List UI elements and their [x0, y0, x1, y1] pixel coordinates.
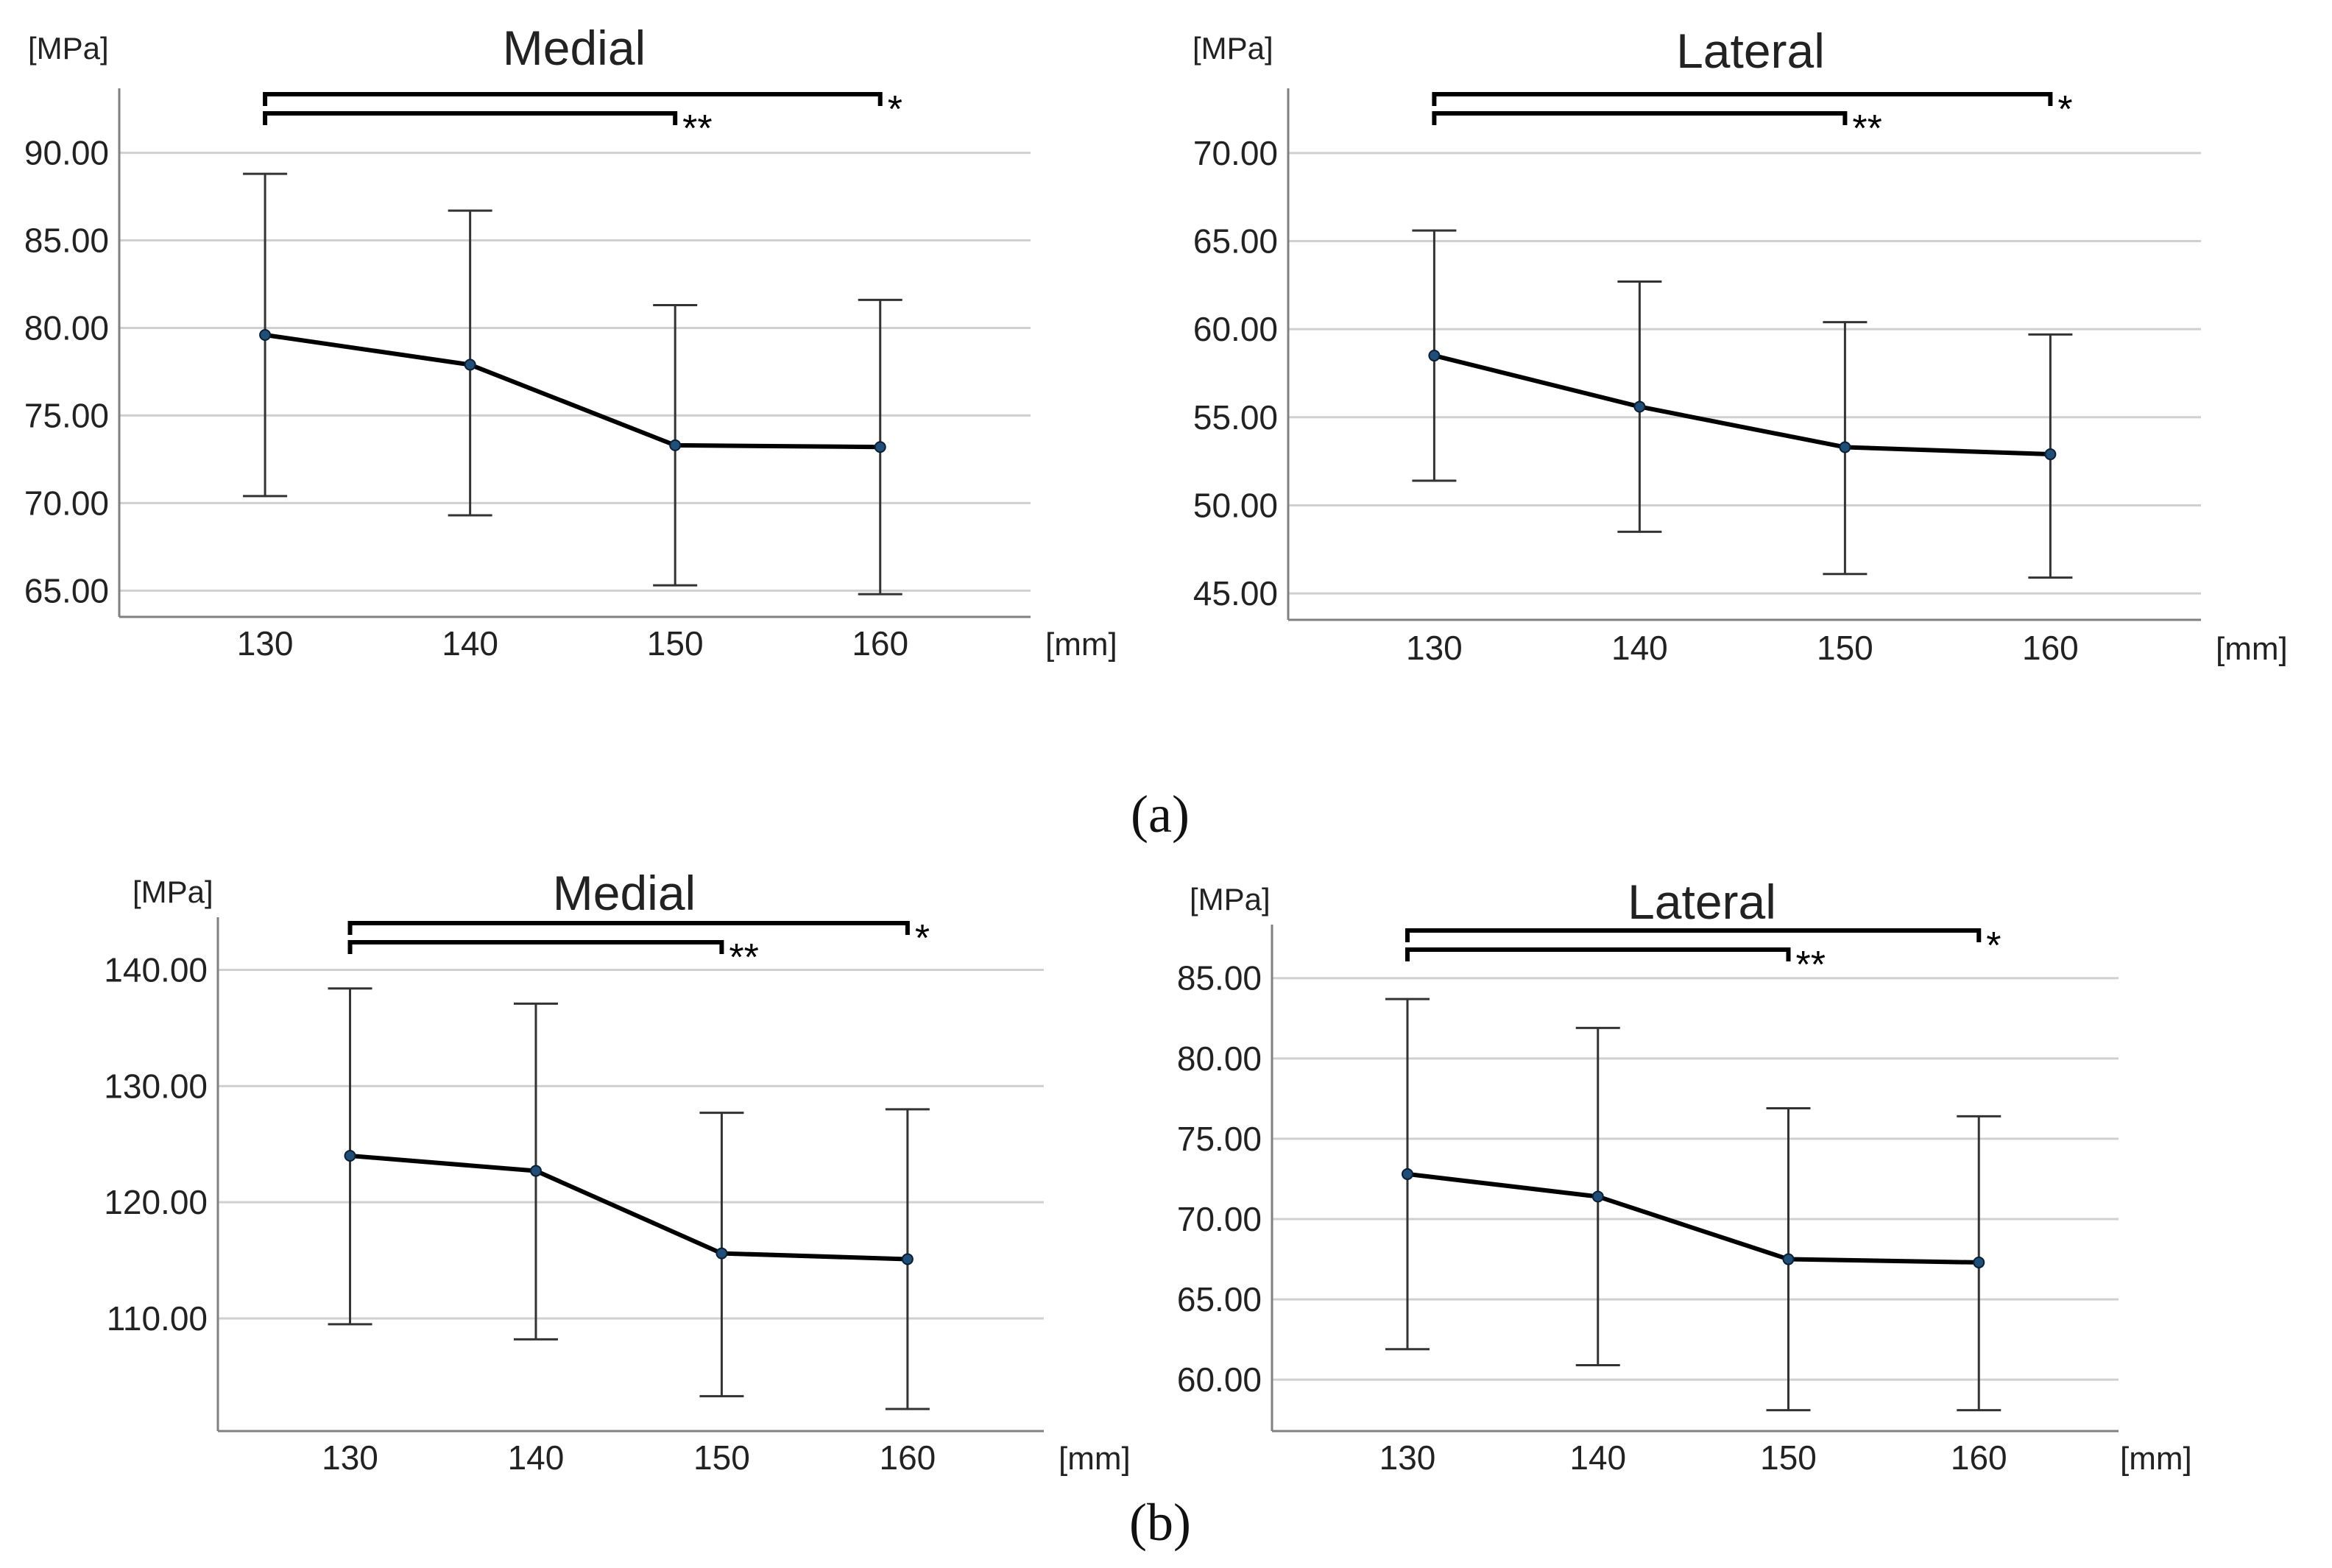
- data-point: [901, 1253, 914, 1265]
- significance-bracket: [1432, 92, 2053, 106]
- x-tick-label: 140: [442, 624, 498, 663]
- significance-label: *: [915, 917, 930, 960]
- significance-label: **: [729, 936, 758, 979]
- significance-bracket: [1405, 928, 1982, 942]
- data-point: [259, 328, 272, 341]
- y-axis-unit-label: [MPa]: [132, 875, 213, 909]
- significance-label: *: [888, 88, 902, 131]
- data-point: [1633, 400, 1646, 413]
- series-line: [1407, 1171, 1979, 1265]
- x-tick-label: 160: [1951, 1438, 2007, 1477]
- significance-bracket: [1405, 947, 1791, 961]
- data-point: [1839, 441, 1851, 453]
- series-line: [1433, 353, 2051, 457]
- data-point: [1428, 350, 1441, 362]
- series-line: [350, 1154, 908, 1262]
- data-point: [1782, 1253, 1795, 1265]
- data-point: [1591, 1190, 1604, 1203]
- significance-bracket: [1432, 111, 1848, 125]
- x-tick-label: 150: [693, 1438, 750, 1477]
- x-tick-label: 130: [322, 1438, 378, 1477]
- y-tick-label: 75.00: [1177, 1120, 1262, 1158]
- significance-label: **: [1796, 944, 1826, 986]
- x-tick-label: 160: [2022, 629, 2079, 667]
- significance-label: *: [2057, 88, 2072, 131]
- x-tick-label: 130: [237, 624, 294, 663]
- significance-label: **: [1852, 107, 1882, 150]
- panel-caption-a: (a): [1131, 785, 1190, 844]
- y-tick-label: 85.00: [24, 222, 109, 260]
- y-tick-label: 70.00: [24, 484, 109, 522]
- y-axis-unit-label: [MPa]: [1190, 882, 1271, 917]
- x-tick-label: 160: [852, 624, 908, 663]
- y-tick-label: 90.00: [24, 134, 109, 172]
- y-tick-label: 120.00: [104, 1183, 208, 1221]
- significance-bracket: [263, 111, 678, 125]
- y-tick-label: 60.00: [1177, 1360, 1262, 1399]
- x-tick-label: 130: [1406, 629, 1463, 667]
- significance-bracket: [263, 92, 883, 106]
- data-point: [529, 1165, 542, 1177]
- data-point: [2044, 448, 2057, 461]
- y-tick-label: 80.00: [24, 308, 109, 347]
- x-axis-unit-label: [mm]: [1045, 626, 1117, 663]
- data-point: [344, 1150, 356, 1162]
- data-point: [1402, 1168, 1413, 1180]
- chart-medial-a: 65.00 70.00 75.00 80.00 85.00 90.00 130 140 150 1…: [24, 21, 1117, 663]
- significance-bracket: [347, 940, 724, 954]
- y-tick-label: 80.00: [1177, 1039, 1262, 1078]
- x-tick-label: 140: [1611, 629, 1668, 667]
- y-tick-label: 50.00: [1193, 486, 1278, 524]
- significance-label: **: [682, 107, 712, 150]
- data-point: [874, 441, 886, 453]
- data-point: [1973, 1256, 1985, 1268]
- x-axis-unit-label: [mm]: [2120, 1441, 2192, 1477]
- y-tick-label: 65.00: [24, 571, 109, 610]
- x-axis-unit-label: [mm]: [1059, 1441, 1131, 1477]
- y-tick-label: 130.00: [104, 1067, 208, 1105]
- x-tick-label: 160: [879, 1438, 936, 1477]
- data-point: [669, 439, 682, 451]
- x-tick-label: 140: [508, 1438, 565, 1477]
- significance-bracket: [347, 921, 910, 935]
- y-tick-label: 60.00: [1193, 310, 1278, 348]
- y-tick-label: 110.00: [107, 1299, 208, 1338]
- y-tick-label: 65.00: [1177, 1280, 1262, 1318]
- y-tick-label: 70.00: [1177, 1200, 1262, 1238]
- panel-caption-b: (b): [1129, 1493, 1191, 1552]
- chart-title: Lateral: [1628, 875, 1776, 929]
- data-point: [716, 1247, 728, 1260]
- y-axis-unit-label: [MPa]: [28, 31, 109, 66]
- x-axis-unit-label: [mm]: [2216, 631, 2288, 667]
- y-tick-label: 45.00: [1193, 574, 1278, 612]
- chart-medial-b: 110.00 120.00 130.00 140.00 130 140 150 160 Medi…: [104, 866, 1130, 1477]
- chart-title: Medial: [553, 866, 696, 920]
- x-tick-label: 150: [647, 624, 704, 663]
- y-tick-label: 65.00: [1193, 222, 1278, 261]
- y-tick-label: 55.00: [1193, 398, 1278, 437]
- data-point: [464, 359, 476, 371]
- significance-label: *: [1986, 925, 2001, 967]
- y-tick-label: 140.00: [104, 951, 208, 989]
- y-tick-label: 70.00: [1193, 134, 1278, 172]
- x-tick-label: 140: [1569, 1438, 1626, 1477]
- x-tick-label: 150: [1760, 1438, 1817, 1477]
- chart-title: Lateral: [1676, 24, 1825, 78]
- x-tick-label: 130: [1379, 1438, 1436, 1477]
- chart-lateral-b: 60.00 65.00 70.00 75.00 80.00 85.00 130 140 150 1…: [1177, 875, 2192, 1477]
- y-tick-label: 85.00: [1177, 959, 1262, 997]
- y-tick-label: 75.00: [24, 396, 109, 434]
- series-line: [264, 333, 880, 450]
- y-axis-unit-label: [MPa]: [1192, 31, 1273, 66]
- chart-lateral-a: 45.00 50.00 55.00 60.00 65.00 70.00 130 140 150 1…: [1192, 24, 2288, 667]
- chart-title: Medial: [503, 21, 646, 75]
- x-tick-label: 150: [1817, 629, 1873, 667]
